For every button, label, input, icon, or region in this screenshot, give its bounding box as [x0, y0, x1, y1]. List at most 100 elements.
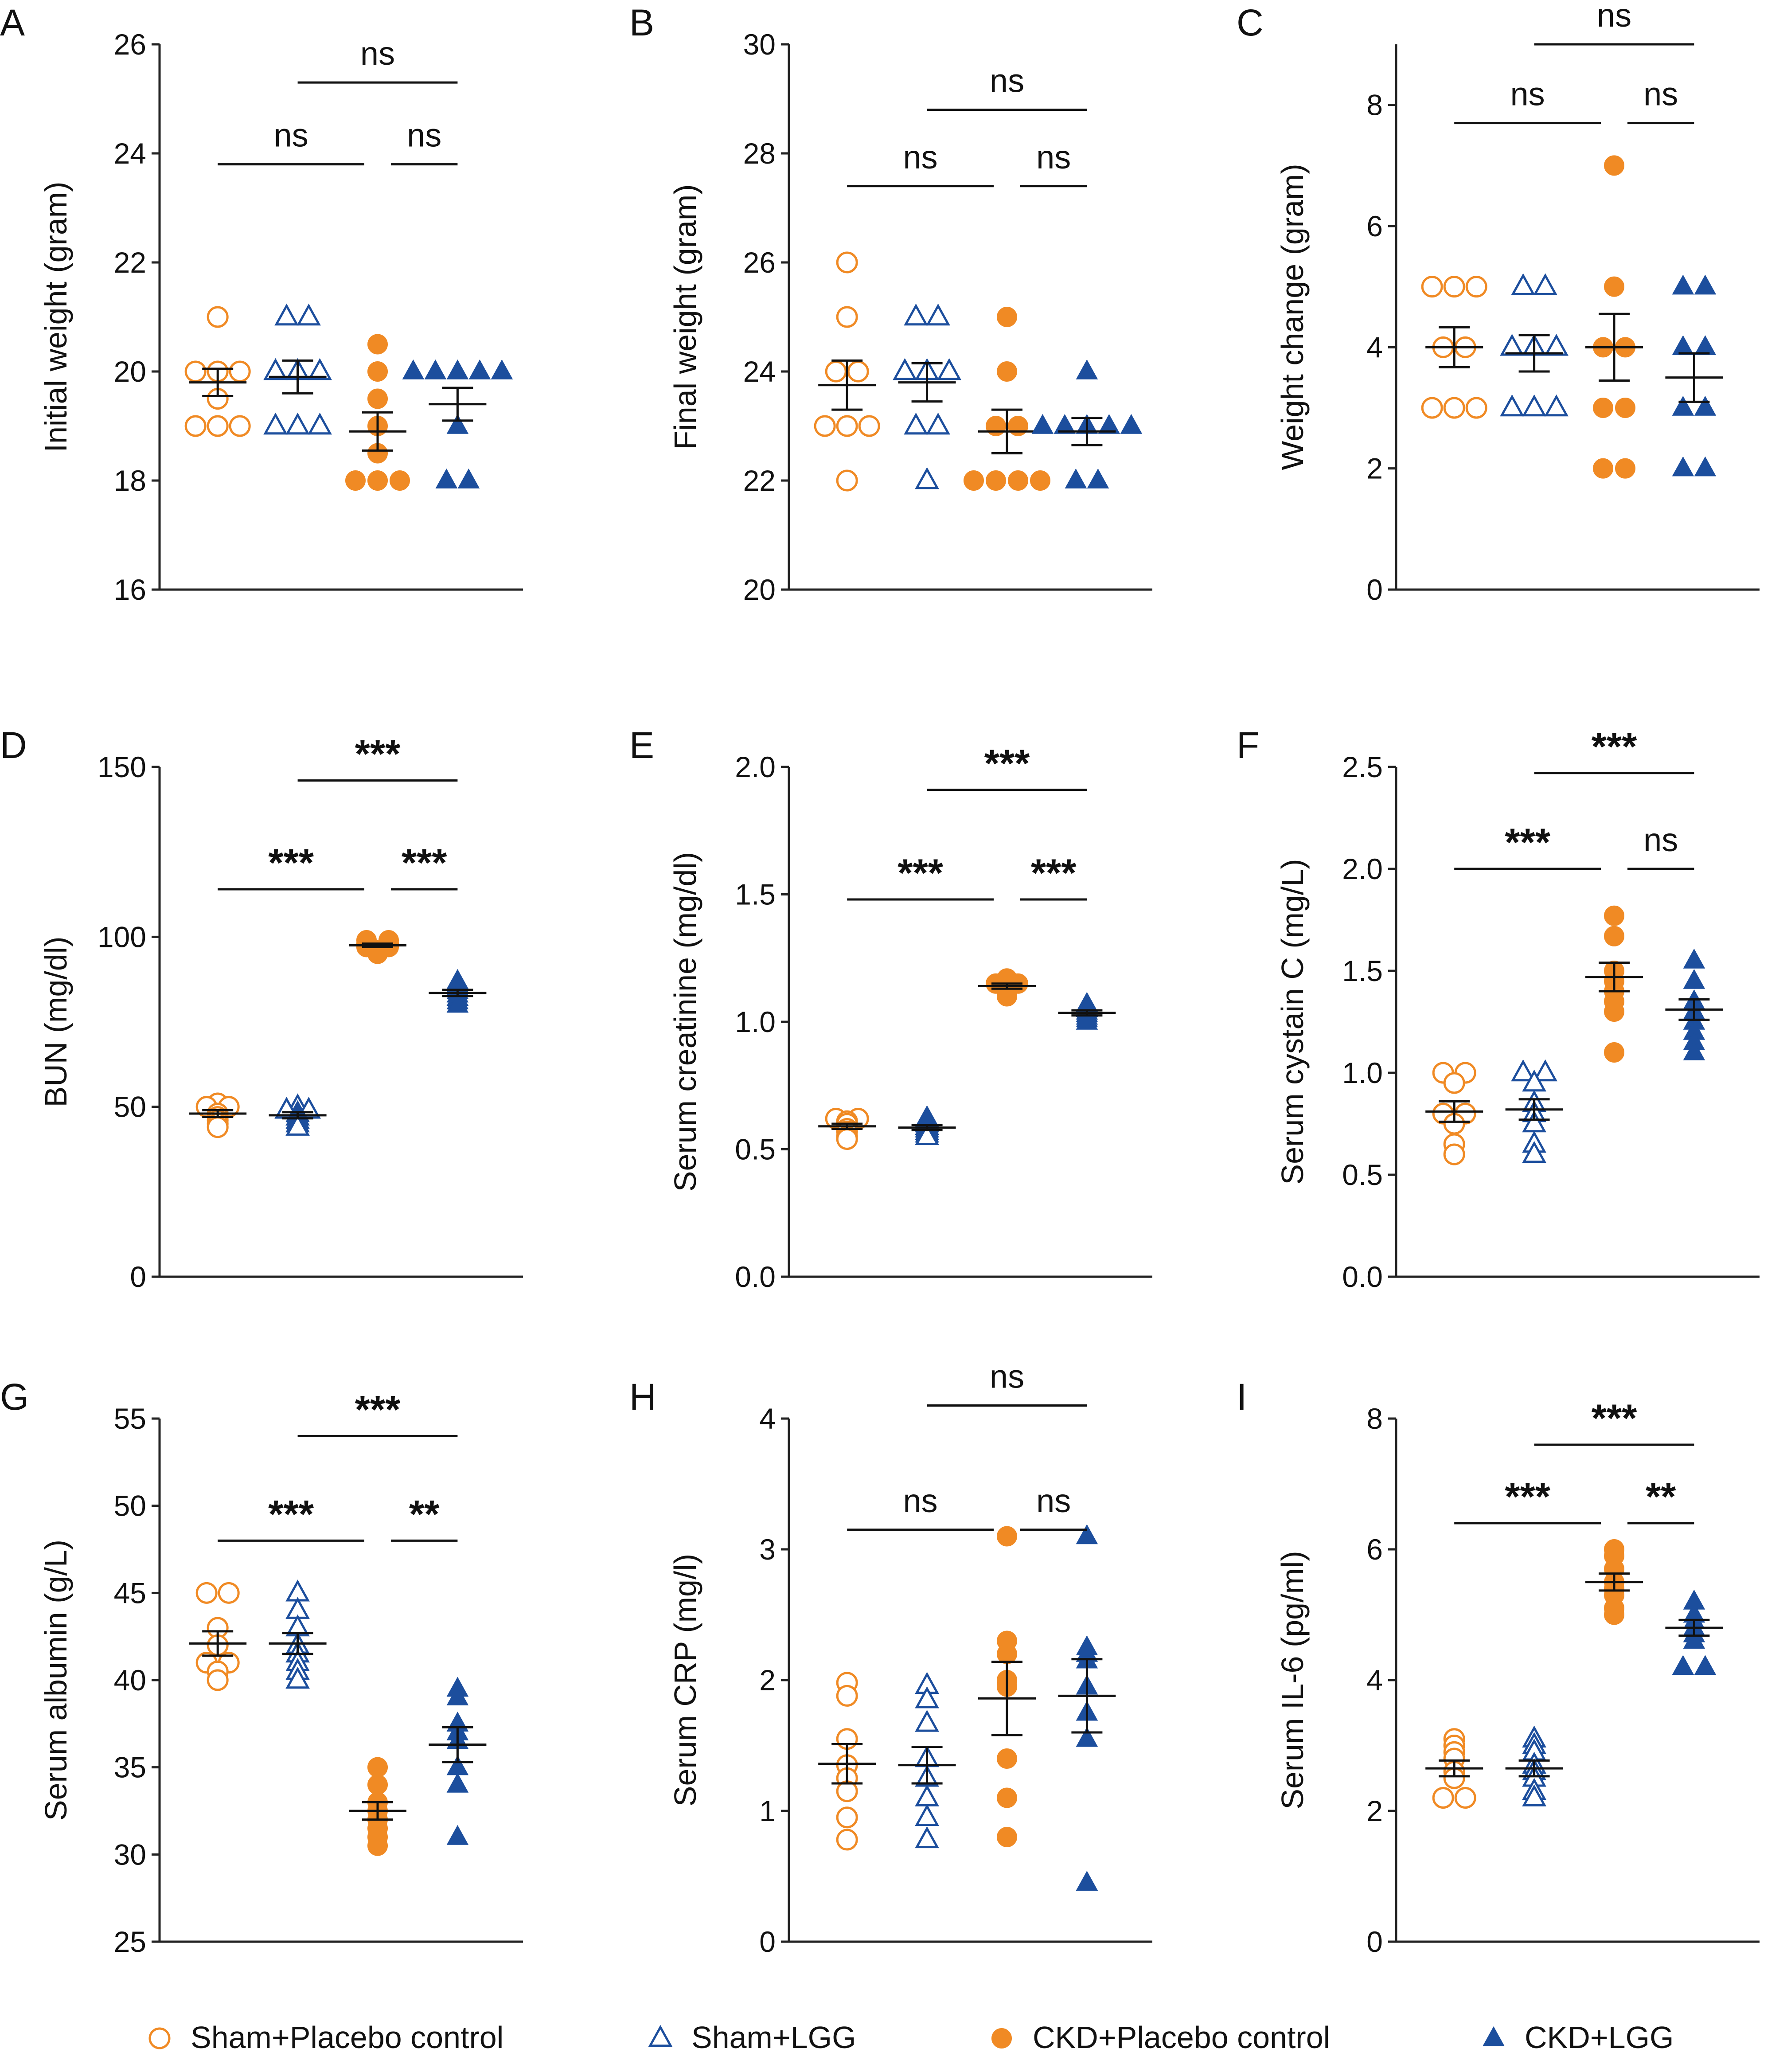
y-tick-label: 55: [114, 1402, 146, 1435]
y-tick-label: 8: [1366, 1402, 1383, 1435]
data-point: [937, 358, 961, 380]
y-axis-label: Serum CRP (mg/l): [668, 1554, 702, 1806]
data-point: [836, 1806, 858, 1829]
data-point: [367, 361, 388, 382]
significance-label: ***: [402, 841, 447, 884]
significance-label: ns: [407, 117, 441, 154]
data-point: [836, 1128, 858, 1150]
data-point: [1031, 414, 1054, 434]
panel-letter: G: [0, 1376, 29, 1418]
y-tick-label: 3: [759, 1533, 776, 1566]
data-point: [904, 303, 928, 326]
data-point: [1511, 1059, 1535, 1082]
data-point: [285, 412, 310, 435]
data-point: [184, 360, 207, 383]
data-point: [435, 468, 458, 489]
data-point: [263, 358, 288, 380]
significance-label: ns: [1036, 1482, 1071, 1519]
panel-h: H 0 1 2 3 4 Serum CRP (mg/l) ns ns ns: [629, 1358, 1152, 1958]
data-point: [1604, 1001, 1624, 1022]
data-point: [367, 1775, 388, 1795]
data-point: [468, 359, 491, 379]
legend-marker: [1483, 2026, 1505, 2046]
data-point: [1683, 1629, 1705, 1649]
data-point: [836, 469, 858, 492]
significance-label: ns: [1643, 821, 1678, 858]
data-point: [814, 415, 836, 437]
y-tick-label: 30: [114, 1838, 146, 1871]
data-point: [274, 303, 299, 326]
data-point: [1604, 926, 1624, 946]
panel-letter: I: [1237, 1376, 1247, 1418]
data-point: [491, 359, 513, 379]
data-point: [915, 1804, 939, 1826]
y-axis-label: Initial weight (gram): [39, 182, 73, 453]
y-tick-label: 2.5: [1342, 751, 1383, 783]
data-point: [997, 1827, 1017, 1847]
data-point: [1593, 458, 1613, 479]
data-point: [915, 1686, 939, 1708]
data-point: [997, 361, 1017, 382]
y-tick-label: 0: [1366, 1925, 1383, 1958]
significance-label: ***: [984, 741, 1030, 785]
y-tick-label: 20: [114, 355, 146, 388]
data-point: [1615, 398, 1635, 418]
y-tick-label: 0.0: [735, 1260, 776, 1293]
significance-label: ***: [1505, 820, 1550, 864]
panel-f: F 0.0 0.5 1.0 1.5 2.0 2.5 Serum cystain C (mg/L…: [1237, 724, 1760, 1293]
data-point: [1454, 1787, 1476, 1809]
data-point: [1443, 397, 1465, 419]
significance-label: ***: [897, 851, 943, 895]
y-tick-label: 1.5: [1342, 954, 1383, 987]
y-tick-label: 2: [759, 1664, 776, 1697]
data-point: [1694, 274, 1717, 295]
y-tick-label: 6: [1366, 210, 1383, 242]
data-point: [1672, 335, 1694, 356]
panel-letter: D: [0, 724, 27, 766]
significance-label: ns: [1036, 139, 1071, 176]
data-point: [345, 470, 366, 491]
legend-entry: Sham+LGG: [648, 2020, 856, 2055]
data-point: [997, 1526, 1017, 1547]
data-point: [1465, 397, 1487, 419]
data-point: [308, 412, 332, 435]
y-tick-label: 40: [114, 1664, 146, 1697]
data-point: [1443, 276, 1465, 298]
data-point: [1076, 359, 1098, 379]
panel-letter: H: [629, 1376, 656, 1418]
y-tick-label: 150: [98, 751, 146, 783]
data-point: [1604, 905, 1624, 926]
data-point: [446, 993, 469, 1013]
data-point: [1694, 395, 1717, 416]
data-point: [1443, 1072, 1465, 1094]
significance-label: ns: [990, 63, 1024, 99]
y-tick-label: 24: [743, 355, 776, 388]
data-point: [836, 415, 858, 437]
data-point: [207, 1669, 229, 1691]
legend-marker: [148, 2027, 171, 2049]
data-point: [207, 415, 229, 437]
data-point: [1694, 456, 1717, 477]
data-point: [1694, 1655, 1717, 1675]
data-point: [1604, 155, 1624, 176]
y-axis-label: Final weight (gram): [668, 184, 702, 450]
y-tick-label: 45: [114, 1576, 146, 1609]
y-tick-label: 4: [1366, 331, 1383, 364]
data-point: [390, 470, 410, 491]
data-point: [1604, 1042, 1624, 1063]
data-point: [1533, 1059, 1557, 1082]
data-point: [446, 414, 469, 434]
data-point: [1672, 456, 1694, 477]
significance-label: ns: [274, 117, 308, 154]
y-tick-label: 1: [759, 1794, 776, 1827]
data-point: [1672, 1655, 1694, 1675]
panel-a: A 16 18 20 22 24 26 Initial weight (gram) ns ns ns: [0, 2, 523, 606]
data-point: [986, 416, 1006, 436]
y-tick-label: 22: [114, 246, 146, 279]
panel-letter: F: [1237, 724, 1259, 766]
significance-label: ns: [1643, 76, 1678, 113]
y-tick-label: 35: [114, 1751, 146, 1784]
data-point: [1511, 273, 1535, 295]
